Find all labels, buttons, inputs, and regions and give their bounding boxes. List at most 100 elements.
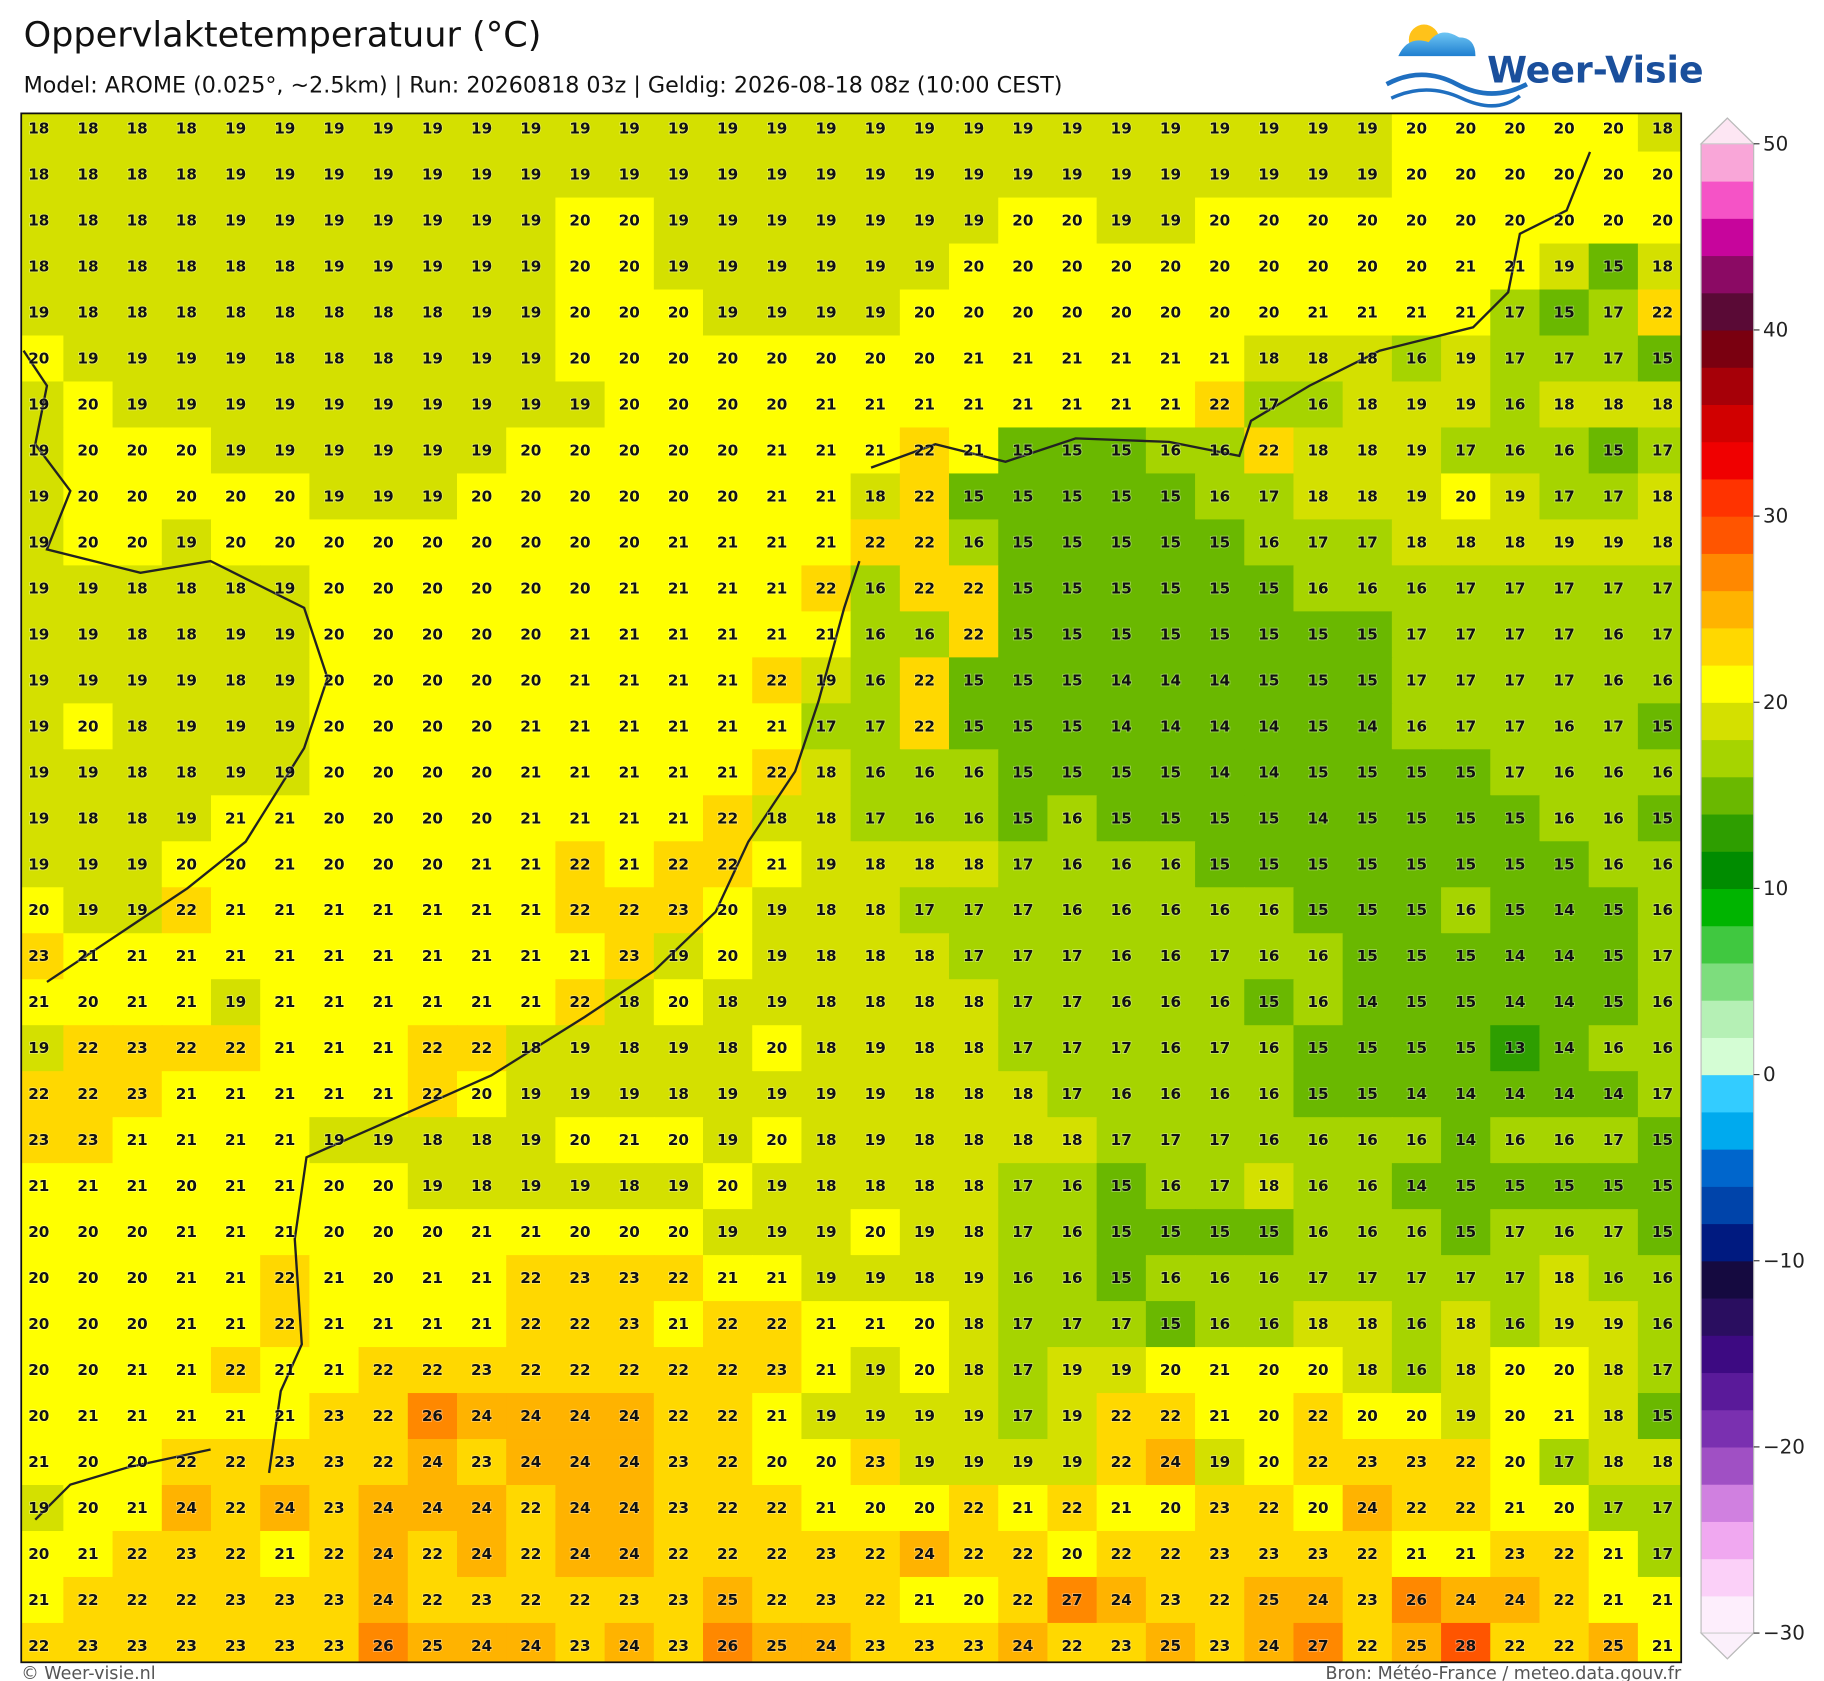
cell-value: 21 [422,1315,443,1333]
colorbar-band [1701,1260,1754,1299]
cell-value: 18 [176,212,197,230]
cell-value: 21 [274,809,295,827]
cell [1096,1071,1147,1118]
cell-value: 18 [1652,120,1673,138]
colorbar-band [1701,702,1754,741]
cell [1293,657,1344,705]
cell-value: 20 [127,533,148,551]
cell [1195,113,1245,153]
cell-value: 16 [1258,1039,1279,1057]
cell-value: 17 [1111,1039,1132,1057]
cell [456,427,507,475]
cell [703,519,753,567]
cell [555,749,606,797]
cell [752,611,803,659]
colorbar-band [1701,1186,1754,1225]
cell [899,565,950,613]
cell-value: 20 [766,1453,787,1471]
cell-value: 19 [1012,1453,1033,1471]
cell-value: 18 [1652,1453,1673,1471]
cell-value: 17 [1652,1499,1673,1517]
cell-value: 19 [1504,487,1525,505]
cell [1637,289,1682,337]
cell-value: 16 [963,763,984,781]
cell [899,887,950,934]
cell-value: 21 [717,671,738,689]
cell [210,1393,261,1440]
cell-value: 19 [373,487,394,505]
cell [1293,197,1344,245]
cell [260,1117,311,1164]
cell [21,795,65,842]
cell-value: 16 [1160,441,1181,459]
cell [1342,1163,1393,1210]
cell [358,887,409,934]
cell-value: 19 [815,212,836,230]
cell-value: 19 [815,258,836,276]
cell [1342,611,1393,659]
cell-value: 19 [127,349,148,367]
cell [1490,197,1541,245]
cell-value: 23 [274,1591,295,1609]
cell-value: 18 [1061,1131,1082,1149]
cell-value: 20 [766,1131,787,1149]
cell-value: 21 [865,1315,886,1333]
cell [1490,1163,1541,1210]
cell [850,979,901,1026]
cell [899,381,950,429]
cell [555,519,606,567]
cell [1096,703,1147,751]
cell-value: 17 [1455,625,1476,643]
cell-value: 19 [323,487,344,505]
cell-value: 16 [1061,1269,1082,1287]
cell-value: 22 [569,1315,590,1333]
cell-value: 22 [766,1591,787,1609]
cell-value: 18 [1258,1177,1279,1195]
cell [1441,197,1491,245]
cell [506,1301,557,1348]
cell [358,243,409,291]
cell-value: 21 [373,1315,394,1333]
cell-value: 17 [1504,625,1525,643]
cell [506,795,557,842]
cell-value: 22 [1554,1545,1575,1563]
cell [752,473,803,521]
cell [1195,657,1245,705]
cell-value: 15 [1111,763,1132,781]
cell [555,565,606,613]
cell-value: 20 [1406,212,1427,230]
colorbar-band [1701,1409,1754,1448]
cell [260,289,311,337]
cell [850,113,901,153]
cell-value: 20 [373,1177,394,1195]
cell [703,473,753,521]
cell-value: 19 [422,395,443,413]
cell [260,473,311,521]
cell [1145,749,1196,797]
cell-value: 20 [1061,212,1082,230]
cell-value: 20 [127,487,148,505]
cell [899,1209,950,1256]
cell [1096,611,1147,659]
cell-value: 19 [274,212,295,230]
cell [703,933,753,980]
cell [506,243,557,291]
cell [112,197,163,245]
cell-value: 23 [127,1039,148,1057]
cell [1096,1025,1147,1072]
cell-value: 21 [766,579,787,597]
cell-value: 16 [1554,763,1575,781]
cell-value: 19 [1111,120,1132,138]
cell-value: 20 [471,717,492,735]
cell [801,1347,852,1394]
cell [1539,381,1590,429]
cell-value: 19 [28,1039,49,1057]
cell-value: 22 [1209,1591,1230,1609]
cell [1145,1255,1196,1302]
cell-value: 16 [914,763,935,781]
cell [21,113,65,153]
cell [1145,473,1196,521]
cell [801,151,852,199]
cell [1047,979,1098,1026]
cell [949,1347,999,1394]
